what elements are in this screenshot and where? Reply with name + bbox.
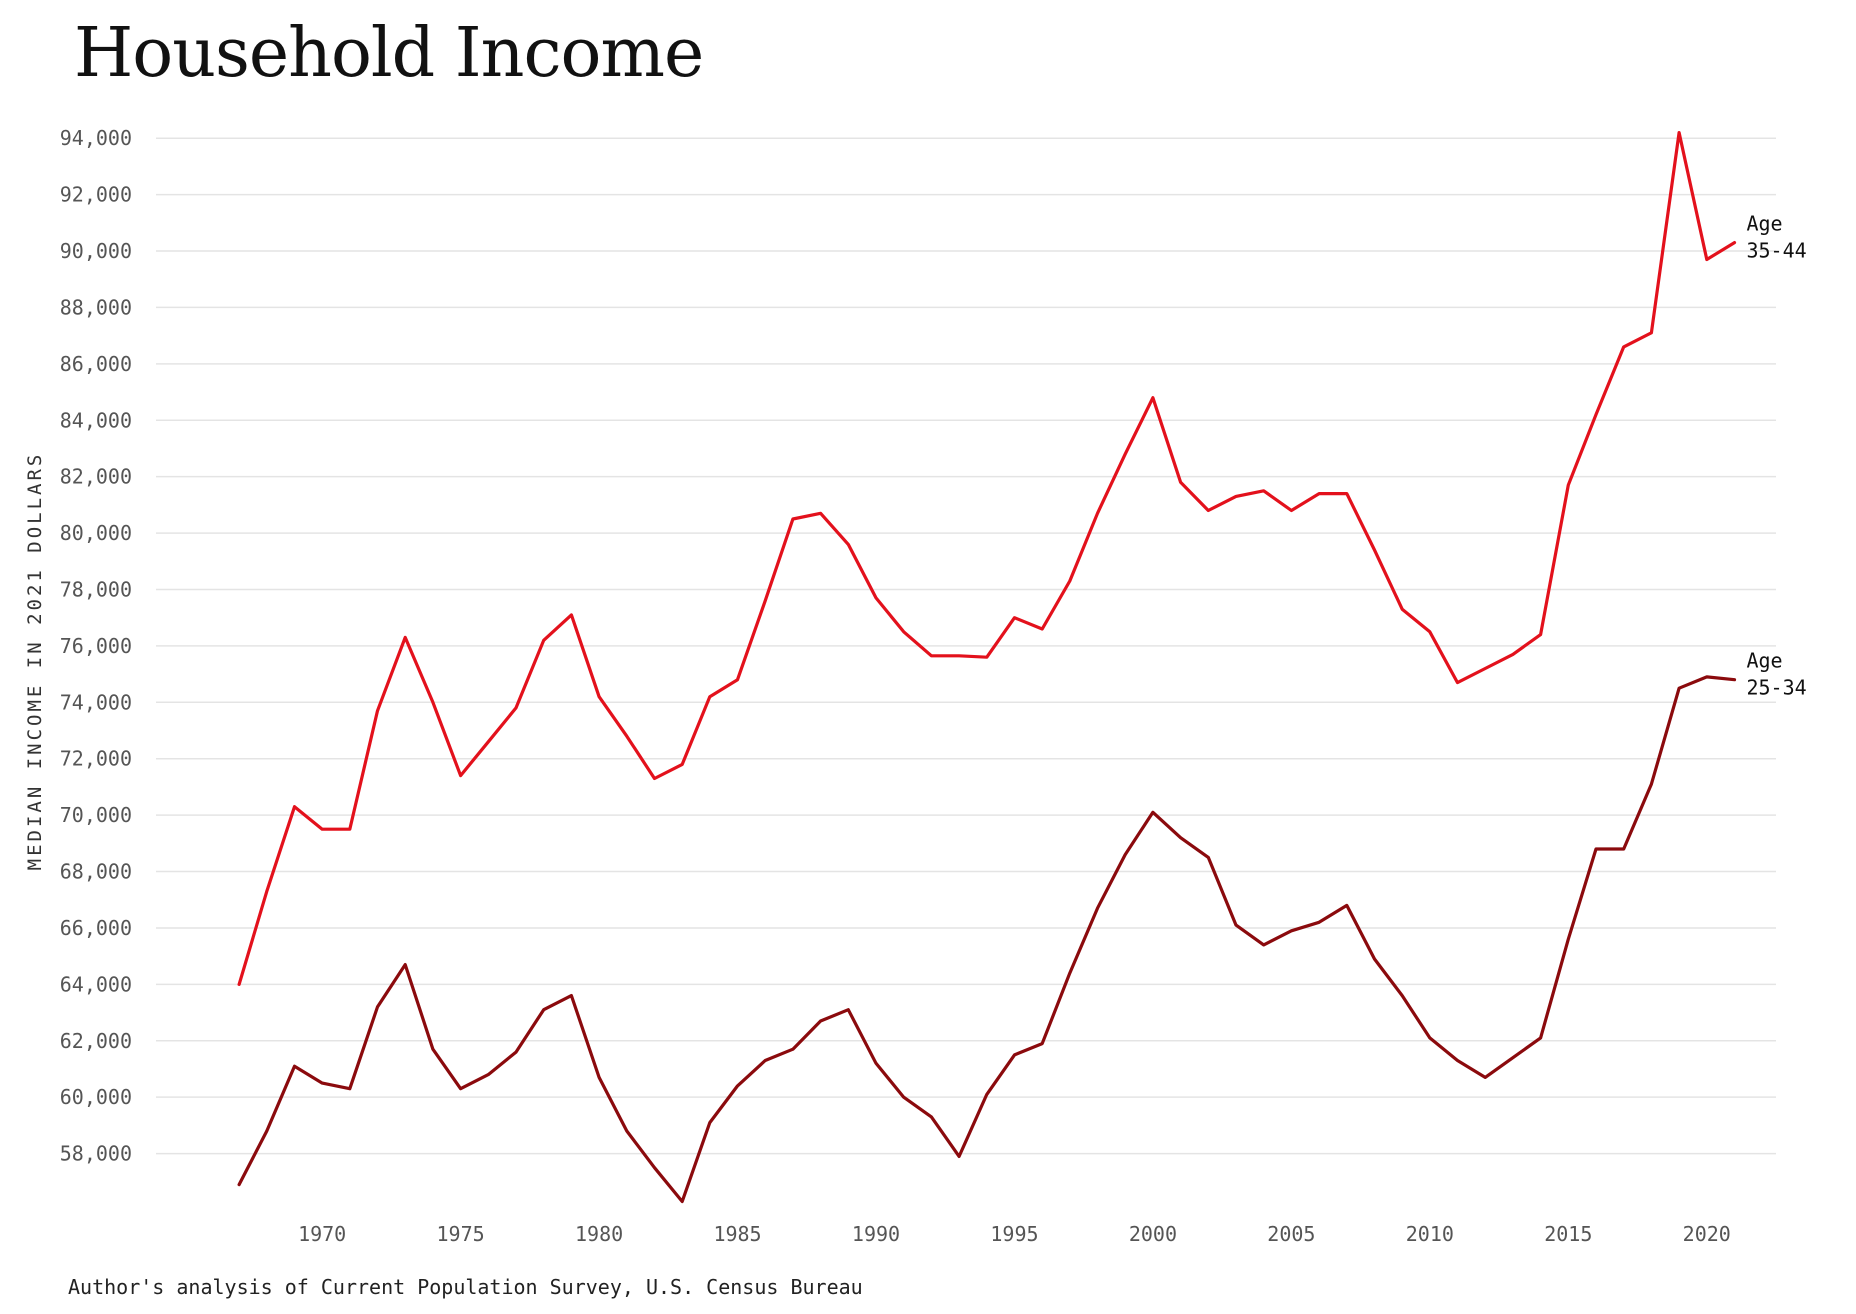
series-labels: Age 35-44 Age 25-34 bbox=[1746, 212, 1806, 700]
y-tick-label: 76,000 bbox=[60, 634, 132, 658]
y-tick-label: 78,000 bbox=[60, 577, 132, 601]
series-lines bbox=[237, 131, 1737, 1204]
x-tick-label: 2015 bbox=[1544, 1222, 1592, 1246]
y-tick-label: 68,000 bbox=[60, 860, 132, 884]
x-tick-label: 2010 bbox=[1406, 1222, 1454, 1246]
gridlines bbox=[156, 137, 1776, 1155]
y-tick-label: 60,000 bbox=[60, 1085, 132, 1109]
x-tick-label: 1970 bbox=[298, 1222, 346, 1246]
y-tick-label: 62,000 bbox=[60, 1029, 132, 1053]
y-tick-label: 72,000 bbox=[60, 747, 132, 771]
y-tick-label: 74,000 bbox=[60, 690, 132, 714]
y-tick-label: 94,000 bbox=[60, 126, 132, 150]
series-label-0: Age 35-44 bbox=[1746, 212, 1806, 263]
x-tick-label: 1975 bbox=[437, 1222, 485, 1246]
y-tick-label: 58,000 bbox=[60, 1142, 132, 1166]
y-tick-label: 82,000 bbox=[60, 465, 132, 489]
y-tick-label: 86,000 bbox=[60, 352, 132, 376]
source-note: Author's analysis of Current Population … bbox=[68, 1275, 863, 1299]
x-tick-label: 1995 bbox=[990, 1222, 1038, 1246]
chart-title: Household Income bbox=[74, 14, 704, 93]
series-line-1 bbox=[237, 675, 1737, 1204]
series-line-0 bbox=[237, 131, 1737, 987]
y-tick-label: 80,000 bbox=[60, 521, 132, 545]
x-tick-label: 1985 bbox=[713, 1222, 761, 1246]
x-tick-label: 1990 bbox=[852, 1222, 900, 1246]
x-tick-label: 2005 bbox=[1267, 1222, 1315, 1246]
x-tick-label: 2000 bbox=[1129, 1222, 1177, 1246]
x-tick-label: 1980 bbox=[575, 1222, 623, 1246]
y-tick-label: 66,000 bbox=[60, 916, 132, 940]
x-axis-ticks: 1970 1975 1980 1985 1990 1995 2000 2005 2010 2015… bbox=[298, 1222, 1731, 1246]
y-tick-label: 70,000 bbox=[60, 803, 132, 827]
y-tick-label: 90,000 bbox=[60, 239, 132, 263]
x-tick-label: 2020 bbox=[1683, 1222, 1731, 1246]
y-axis-ticks: 58,000 60,000 62,000 64,000 66,000 68,000 70,0… bbox=[60, 126, 132, 1165]
y-tick-label: 64,000 bbox=[60, 972, 132, 996]
y-tick-label: 92,000 bbox=[60, 183, 132, 207]
y-tick-label: 88,000 bbox=[60, 295, 132, 319]
y-tick-label: 84,000 bbox=[60, 408, 132, 432]
series-label-1: Age 25-34 bbox=[1746, 649, 1806, 700]
